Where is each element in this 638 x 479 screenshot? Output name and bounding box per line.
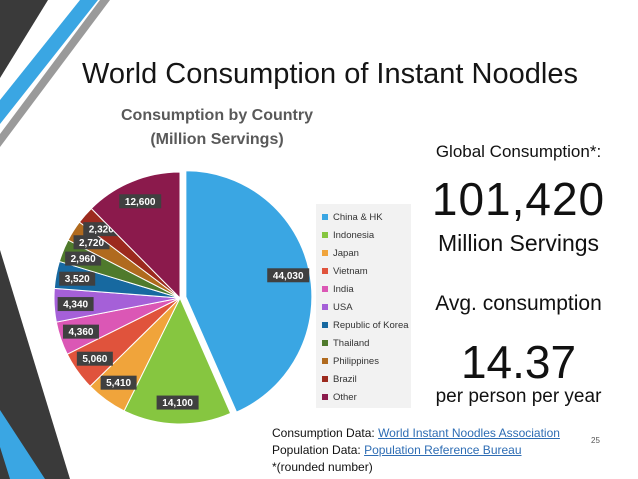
legend-item: India <box>322 280 354 298</box>
legend-item: Other <box>322 388 357 406</box>
pie-label-group-8: 2,720 <box>73 235 110 250</box>
legend-swatch <box>322 268 328 274</box>
legend-swatch <box>322 322 328 328</box>
wina-link[interactable]: World Instant Noodles Association <box>378 426 560 440</box>
pie-label-group-5: 4,340 <box>57 297 94 312</box>
pie-label-bg <box>100 375 137 390</box>
pie-label-bg <box>62 324 99 339</box>
pie-label-group-6: 3,520 <box>59 271 96 286</box>
source-population-prefix: Population Data: <box>272 443 365 457</box>
global-consumption-label: Global Consumption*: <box>435 142 602 161</box>
avg-consumption-unit: per person per year <box>435 386 602 407</box>
legend-label: Indonesia <box>333 229 375 241</box>
legend-item: Thailand <box>322 334 369 352</box>
global-consumption-unit: Million Servings <box>437 230 600 256</box>
pie-label-group-4: 4,360 <box>62 324 99 339</box>
legend-label: India <box>333 283 354 295</box>
pie-label-bg <box>76 351 113 366</box>
chart-title: Consumption by Country (Million Servings… <box>112 104 322 152</box>
avg-consumption-value: 14.37 <box>460 336 577 388</box>
legend-label: USA <box>333 301 353 313</box>
legend-swatch <box>322 376 328 382</box>
chart-title-sub: (Million Servings) <box>150 131 284 148</box>
pie-label: 4,340 <box>63 300 88 311</box>
prb-link[interactable]: Population Reference Bureau <box>364 443 522 457</box>
pie-slice-indonesia <box>123 296 232 425</box>
legend-item: Philippines <box>322 352 379 370</box>
legend-item: China & HK <box>322 208 383 226</box>
pie-label-group-7: 2,960 <box>65 251 102 266</box>
pie-label: 2,960 <box>71 254 96 265</box>
rounding-note: *(rounded number) <box>272 460 373 474</box>
pie-label-group-2: 5,410 <box>100 375 137 390</box>
pie-label: 3,520 <box>65 274 90 285</box>
legend-item: USA <box>322 298 353 316</box>
legend-item: Japan <box>322 244 359 262</box>
legend-swatch <box>322 232 328 238</box>
pie-label: 2,320 <box>89 225 114 236</box>
slide-title: World Consumption of Instant Noodles <box>82 58 578 90</box>
legend-label: Brazil <box>333 373 357 385</box>
legend-item: Brazil <box>322 370 357 388</box>
pie-label: 4,360 <box>68 327 93 338</box>
pie-label: 2,720 <box>79 238 104 249</box>
legend-swatch <box>322 358 328 364</box>
legend-item: Vietnam <box>322 262 368 280</box>
pie-label: 44,030 <box>273 271 304 282</box>
source-consumption: Consumption Data: World Instant Noodles … <box>272 426 560 440</box>
global-consumption-value: 101,420 <box>431 173 606 225</box>
legend-label: Japan <box>333 247 359 259</box>
legend-swatch <box>322 250 328 256</box>
source-consumption-prefix: Consumption Data: <box>272 426 379 440</box>
legend-swatch <box>322 304 328 310</box>
pie-label-bg <box>65 251 102 266</box>
legend-label: Vietnam <box>333 265 368 277</box>
pie-label-bg <box>119 194 162 209</box>
pie-label-group-0: 44,030 <box>267 268 310 283</box>
legend-item: Indonesia <box>322 226 374 244</box>
chart-legend: China & HK Indonesia Japan Vietnam India USA R… <box>316 204 411 408</box>
legend-swatch <box>322 214 328 220</box>
pie-label-bg <box>59 271 96 286</box>
pie-label-group-3: 5,060 <box>76 351 113 366</box>
pie-label-group-1: 14,100 <box>156 395 199 410</box>
legend-label: Thailand <box>333 337 370 349</box>
pie-label-bg <box>73 235 110 250</box>
pie-label: 14,100 <box>162 398 193 409</box>
pie-label-bg <box>57 297 94 312</box>
legend-swatch <box>322 286 328 292</box>
pie-label: 5,410 <box>106 378 131 389</box>
legend-item: Republic of Korea <box>322 316 409 334</box>
legend-label: Other <box>333 391 357 403</box>
pie-label-group-10: 12,600 <box>119 194 162 209</box>
pie-label-bg <box>156 395 199 410</box>
pie-label: 5,060 <box>82 354 107 365</box>
pie-label: 12,600 <box>125 197 156 208</box>
avg-consumption-label: Avg. consumption <box>435 292 602 315</box>
legend-label: Philippines <box>333 355 379 367</box>
pie-label-bg <box>267 268 310 283</box>
chart-title-main: Consumption by Country <box>121 107 313 124</box>
source-population: Population Data: Population Reference Bu… <box>272 443 522 457</box>
legend-swatch <box>322 394 328 400</box>
page-number: 25 <box>591 436 600 445</box>
legend-label: China & HK <box>333 211 383 223</box>
legend-swatch <box>322 340 328 346</box>
legend-label: Republic of Korea <box>333 319 409 331</box>
